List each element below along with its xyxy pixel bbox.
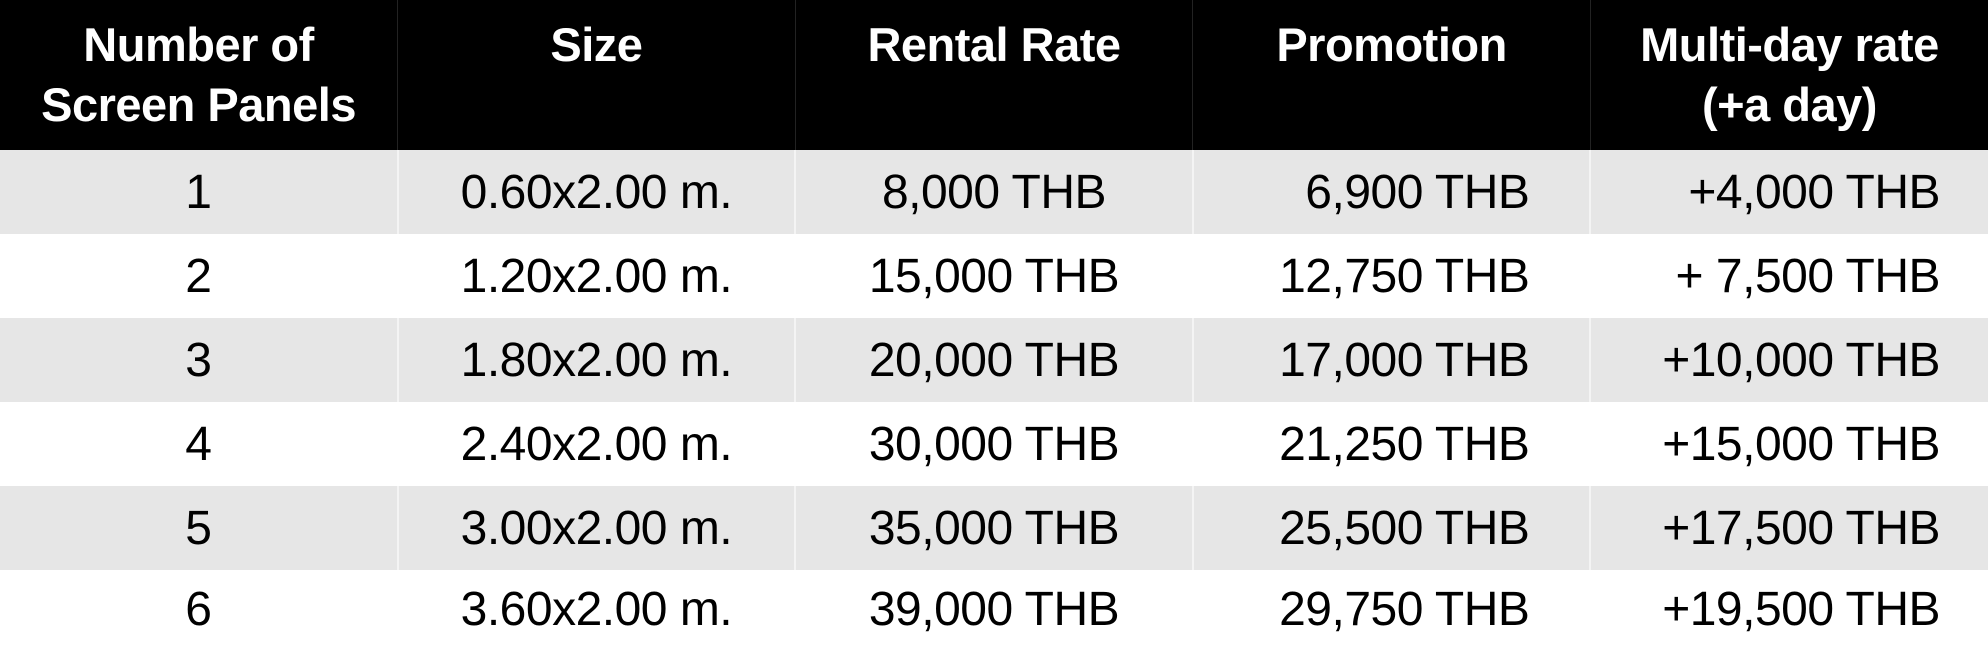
cell-size: 3.00x2.00 m. [396,486,796,570]
header-size: Size [397,0,796,150]
cell-panels: 2 [0,234,398,318]
cell-promotion: 17,000 THB [1191,318,1591,402]
table-row: 4 2.40x2.00 m. 30,000 THB 21,250 THB +15,000… [0,402,1988,486]
cell-promotion: 29,750 THB [1192,570,1591,648]
table-row: 5 3.00x2.00 m. 35,000 THB 25,500 THB +17,500… [0,486,1988,570]
cell-size: 2.40x2.00 m. [397,402,796,486]
table-row: 2 1.20x2.00 m. 15,000 THB 12,750 THB + 7,500… [0,234,1988,318]
header-line: Multi-day rate [1640,18,1939,71]
header-promotion: Promotion [1192,0,1591,150]
cell-promotion: 12,750 THB [1192,234,1591,318]
table-row: 6 3.60x2.00 m. 39,000 THB 29,750 THB +19,500… [0,570,1988,648]
table-row: 3 1.80x2.00 m. 20,000 THB 17,000 THB +10,000… [0,318,1988,402]
header-line: Screen Panels [41,78,356,131]
header-line: Number of [83,18,314,71]
cell-panels: 6 [0,570,398,648]
cell-size: 0.60x2.00 m. [396,150,796,234]
header-rental-rate: Rental Rate [794,0,1193,150]
cell-panels: 1 [0,150,398,234]
header-panels: Number of Screen Panels [0,0,398,150]
header-line: Size [550,18,643,71]
cell-promotion: 21,250 THB [1192,402,1591,486]
cell-size: 1.20x2.00 m. [397,234,796,318]
cell-size: 1.80x2.00 m. [396,318,796,402]
cell-multi-day-rate: + 7,500 THB [1590,234,1988,318]
cell-promotion: 25,500 THB [1191,486,1591,570]
cell-multi-day-rate: +15,000 THB [1590,402,1988,486]
cell-rental-rate: 35,000 THB [794,486,1193,570]
cell-rental-rate: 20,000 THB [794,318,1193,402]
cell-panels: 4 [0,402,398,486]
table-row: 1 0.60x2.00 m. 8,000 THB 6,900 THB +4,000 TH… [0,150,1988,234]
header-line: (+a day) [1701,78,1877,131]
cell-multi-day-rate: +10,000 THB [1589,318,1988,402]
cell-multi-day-rate: +4,000 THB [1589,150,1988,234]
cell-promotion: 6,900 THB [1191,150,1591,234]
cell-rental-rate: 8,000 THB [794,150,1193,234]
header-line: Promotion [1276,18,1507,71]
cell-rental-rate: 15,000 THB [795,234,1193,318]
header-multi-day-rate: Multi-day rate (+a day) [1589,0,1988,150]
cell-multi-day-rate: +17,500 THB [1589,486,1988,570]
header-row: Number of Screen Panels Size Rental Rate … [0,0,1988,150]
cell-panels: 3 [0,318,398,402]
cell-panels: 5 [0,486,398,570]
header-line: Rental Rate [867,18,1121,71]
cell-rental-rate: 30,000 THB [795,402,1193,486]
cell-size: 3.60x2.00 m. [397,570,796,648]
cell-multi-day-rate: +19,500 THB [1590,570,1988,648]
cell-rental-rate: 39,000 THB [795,570,1193,648]
